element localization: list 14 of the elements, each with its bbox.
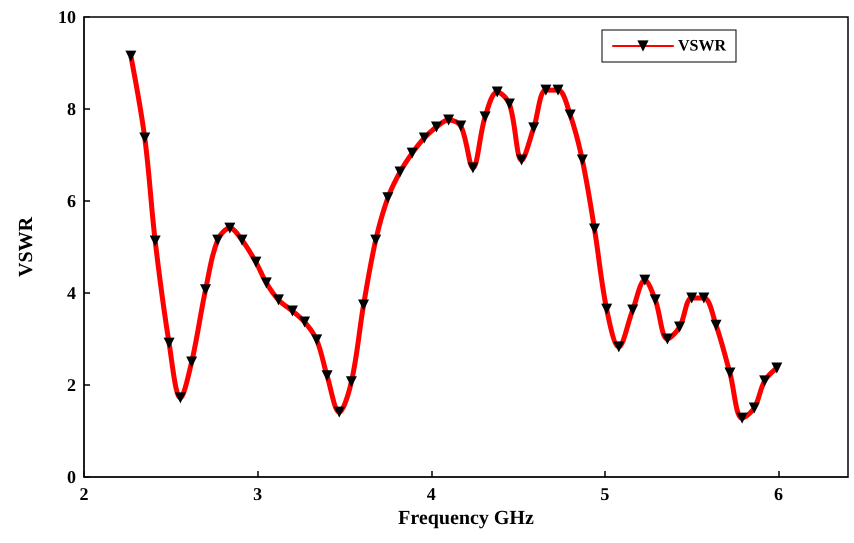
y-axis-title: VSWR — [15, 216, 37, 278]
x-tick-label: 2 — [80, 484, 88, 504]
x-axis-title: Frequency GHz — [398, 506, 534, 529]
y-tick-label: 6 — [67, 191, 76, 211]
x-tick-label: 3 — [253, 484, 262, 504]
y-tick-label: 2 — [67, 375, 76, 395]
y-tick-label: 10 — [58, 7, 76, 27]
x-tick-label: 6 — [774, 484, 784, 504]
x-tick-label: 5 — [600, 484, 610, 504]
y-tick-label: 4 — [67, 283, 76, 303]
y-tick-label: 8 — [67, 99, 76, 119]
legend-label: VSWR — [678, 38, 726, 54]
x-tick-label: 4 — [426, 484, 436, 504]
y-tick-label: 0 — [67, 467, 76, 487]
